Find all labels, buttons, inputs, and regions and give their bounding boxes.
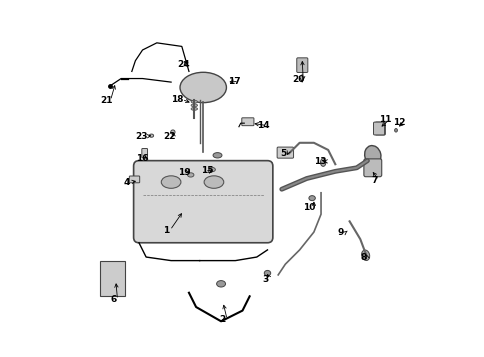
FancyBboxPatch shape xyxy=(141,149,147,158)
Ellipse shape xyxy=(361,250,369,261)
Text: 14: 14 xyxy=(257,121,269,130)
Text: 6: 6 xyxy=(110,295,116,305)
Ellipse shape xyxy=(394,129,396,132)
FancyBboxPatch shape xyxy=(363,159,381,177)
Ellipse shape xyxy=(364,146,380,165)
Ellipse shape xyxy=(264,271,270,276)
Polygon shape xyxy=(100,261,124,296)
Ellipse shape xyxy=(180,72,226,103)
Text: 3: 3 xyxy=(262,275,268,284)
Text: 16: 16 xyxy=(136,154,148,164)
Text: 9: 9 xyxy=(337,228,343,237)
Text: 24: 24 xyxy=(177,60,190,70)
Text: 13: 13 xyxy=(314,157,326,166)
Ellipse shape xyxy=(320,159,325,166)
FancyBboxPatch shape xyxy=(296,58,307,72)
Ellipse shape xyxy=(149,134,153,137)
FancyBboxPatch shape xyxy=(276,147,293,158)
Text: 1: 1 xyxy=(162,226,168,235)
Ellipse shape xyxy=(204,176,223,188)
Text: 23: 23 xyxy=(136,132,148,141)
Text: 12: 12 xyxy=(393,117,405,127)
FancyBboxPatch shape xyxy=(129,176,139,183)
Text: 10: 10 xyxy=(303,203,315,212)
Text: 4: 4 xyxy=(123,177,129,187)
Text: 19: 19 xyxy=(178,167,191,177)
Text: 11: 11 xyxy=(378,115,391,124)
FancyBboxPatch shape xyxy=(133,161,272,243)
Ellipse shape xyxy=(216,281,225,287)
Text: 5: 5 xyxy=(280,149,286,158)
Text: 20: 20 xyxy=(292,75,304,84)
Ellipse shape xyxy=(170,130,175,134)
Text: 8: 8 xyxy=(359,253,365,262)
Text: 21: 21 xyxy=(100,96,112,105)
FancyBboxPatch shape xyxy=(242,118,254,126)
Text: 7: 7 xyxy=(371,176,377,185)
FancyBboxPatch shape xyxy=(373,122,384,135)
Ellipse shape xyxy=(308,196,315,201)
Ellipse shape xyxy=(209,167,215,172)
Ellipse shape xyxy=(212,153,222,158)
Text: 17: 17 xyxy=(228,77,241,86)
Text: 15: 15 xyxy=(200,166,212,175)
FancyBboxPatch shape xyxy=(375,122,384,135)
Ellipse shape xyxy=(187,173,194,177)
Ellipse shape xyxy=(191,104,197,107)
Text: 2: 2 xyxy=(219,315,226,324)
Text: 18: 18 xyxy=(171,95,183,104)
Text: 22: 22 xyxy=(163,132,175,141)
Ellipse shape xyxy=(191,107,197,110)
Ellipse shape xyxy=(161,176,181,188)
Ellipse shape xyxy=(191,100,197,103)
